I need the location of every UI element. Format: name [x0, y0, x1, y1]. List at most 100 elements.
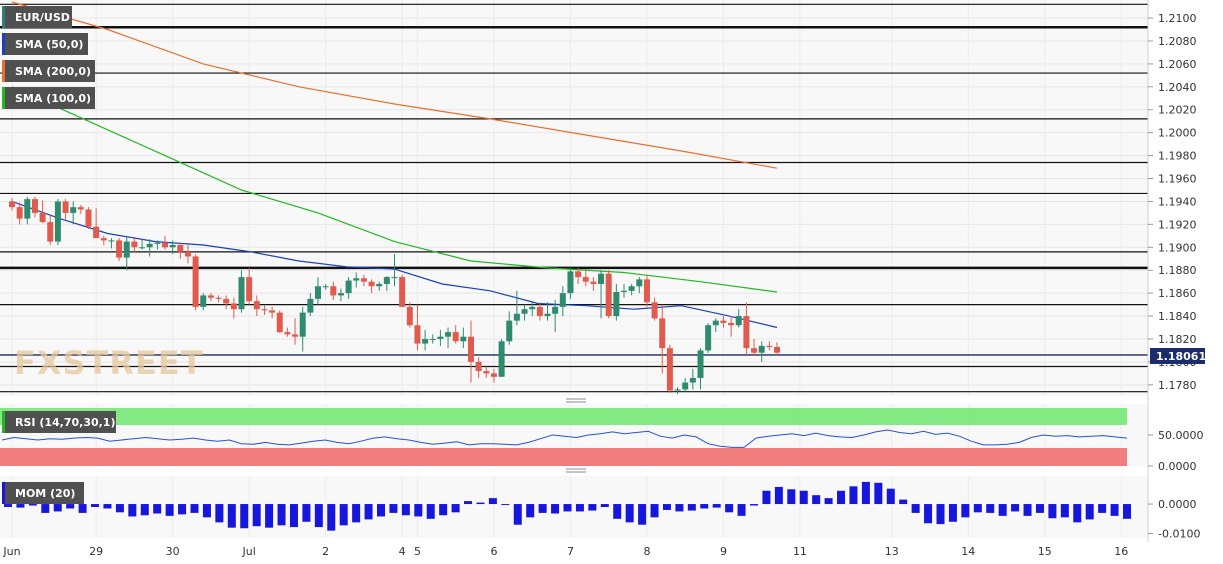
mom-bar — [588, 504, 597, 511]
mom-bar — [426, 504, 435, 519]
horizontal-levels — [0, 3, 1148, 393]
candle-body — [735, 316, 742, 326]
mom-bar — [1098, 504, 1107, 513]
candle-body — [452, 332, 459, 342]
candle-body — [567, 271, 574, 294]
candle-body — [169, 244, 176, 248]
candle-body — [529, 306, 536, 310]
mom-bar — [16, 504, 25, 508]
grid-lines — [0, 0, 1148, 538]
candle-body — [123, 241, 130, 258]
badge-mom[interactable]: MOM (20) — [2, 482, 84, 504]
mom-bar — [389, 504, 398, 513]
date-tick-label: Jun — [2, 545, 20, 558]
mom-bar — [936, 504, 945, 525]
mom-bar — [377, 504, 385, 517]
candle-body — [230, 303, 237, 310]
mom-tick-label: -0.0100 — [1158, 528, 1200, 541]
mom-tick-label: 0.0000 — [1158, 498, 1197, 511]
mom-bar — [314, 504, 323, 528]
candle-body — [605, 273, 612, 317]
mom-bar — [28, 504, 37, 506]
mom-bar — [1073, 504, 1082, 523]
mom-bar — [625, 504, 634, 523]
price-rsi-resize-handle[interactable] — [566, 398, 586, 403]
price-panel[interactable] — [0, 0, 1148, 396]
candle-body — [682, 382, 689, 390]
rsi-line — [1, 429, 1128, 448]
last-price-label: 1.18061 — [1156, 350, 1206, 363]
candle-body — [666, 348, 673, 391]
candle-body — [513, 313, 520, 321]
badge-sma100[interactable]: SMA (100,0) — [2, 87, 95, 109]
candle-body — [238, 277, 245, 310]
mom-bar — [78, 504, 87, 513]
mom-bar — [190, 504, 199, 513]
badge-sma50[interactable]: SMA (50,0) — [2, 33, 88, 55]
date-tick-label: 11 — [793, 545, 807, 558]
mom-bar — [252, 504, 261, 527]
candle-body — [108, 240, 115, 242]
mom-bar — [600, 504, 609, 507]
mom-bar — [1060, 504, 1069, 518]
badge-mom-label: MOM (20) — [15, 487, 75, 500]
date-tick-label: 4 — [399, 545, 406, 558]
mom-bar — [526, 504, 535, 518]
candle-body — [307, 298, 314, 313]
candle-body — [16, 207, 23, 219]
badge-sma100-label: SMA (100,0) — [15, 92, 91, 105]
badge-rsi[interactable]: RSI (14,70,30,1) — [2, 411, 116, 433]
candle-body — [429, 338, 436, 340]
badge-sma200[interactable]: SMA (200,0) — [2, 60, 95, 82]
mom-bar — [886, 488, 895, 505]
mom-series — [4, 481, 1131, 531]
mom-bar — [91, 504, 100, 507]
candle-body — [47, 222, 54, 242]
candle-body — [9, 201, 15, 208]
candle-body — [689, 377, 696, 383]
mom-bar — [464, 501, 473, 505]
badge-eurusd[interactable]: EUR/USD — [2, 6, 72, 28]
rsi-overbought-zone — [0, 408, 1127, 425]
candle-body — [399, 277, 406, 307]
mom-bar — [986, 504, 995, 513]
candle-body — [483, 371, 490, 374]
mom-bar — [575, 504, 584, 512]
mom-bar — [227, 504, 236, 528]
candle-body — [582, 277, 589, 282]
candle-body — [299, 312, 306, 337]
mom-bar — [948, 504, 957, 522]
date-tick-label: 30 — [166, 545, 180, 558]
candle-body — [70, 207, 77, 213]
candle-body — [184, 251, 191, 257]
candle-body — [751, 348, 758, 353]
mom-bar — [103, 504, 112, 509]
candle-body — [93, 226, 100, 239]
mom-bar — [737, 504, 746, 516]
sma200-line — [11, 1, 778, 169]
mom-bar — [513, 504, 522, 525]
mom-bar — [128, 504, 137, 517]
candle-body — [697, 350, 704, 378]
mom-bar — [414, 504, 423, 517]
date-tick-label: Jul — [242, 545, 256, 558]
mom-bar — [364, 504, 373, 520]
sma100-line — [11, 86, 778, 293]
candle-body — [590, 281, 597, 284]
date-tick-label: 29 — [89, 545, 103, 558]
mom-bar — [115, 504, 124, 513]
candle-body — [223, 298, 230, 304]
mom-bar — [799, 490, 808, 505]
candle-body — [445, 332, 452, 337]
candle-body — [743, 316, 750, 349]
mom-bar — [140, 504, 149, 516]
candle-body — [360, 278, 367, 282]
candle-body — [552, 306, 559, 314]
candle-body — [253, 301, 260, 310]
rsi-mom-resize-handle[interactable] — [566, 468, 586, 473]
mom-bar — [1085, 504, 1094, 520]
candle-body — [24, 199, 31, 219]
badge-eurusd-label: EUR/USD — [15, 11, 70, 24]
candle-body — [269, 310, 276, 313]
